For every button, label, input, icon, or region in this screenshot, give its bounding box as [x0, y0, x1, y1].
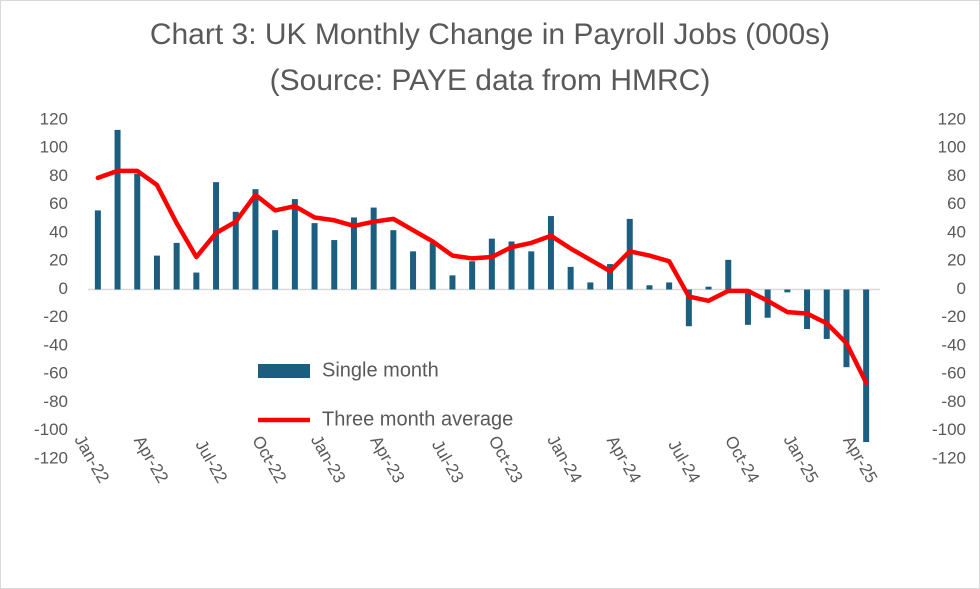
bar: [449, 275, 456, 290]
legend-label: Single month: [322, 359, 439, 381]
bar: [823, 289, 830, 339]
bar: [153, 255, 160, 290]
bar: [370, 207, 377, 290]
bar: [685, 289, 692, 327]
bar: [804, 289, 811, 330]
bar: [587, 282, 594, 290]
y2-tick-label: 0: [957, 279, 966, 298]
bar: [863, 289, 870, 443]
bar: [311, 223, 318, 290]
bar: [291, 199, 298, 290]
chart-subtitle: (Source: PAYE data from HMRC): [270, 64, 711, 97]
y-tick-label: -120: [34, 448, 68, 467]
bar: [528, 251, 535, 290]
bar: [725, 259, 732, 290]
bar: [252, 189, 259, 290]
y-tick-label: -60: [43, 364, 68, 383]
bar: [705, 286, 712, 290]
y-tick-label: -40: [43, 335, 68, 354]
y2-tick-label: -40: [941, 335, 966, 354]
bar: [114, 129, 121, 290]
y2-tick-label: -60: [941, 364, 966, 383]
y-tick-label: -20: [43, 307, 68, 326]
bar: [744, 289, 751, 325]
bar: [410, 251, 417, 290]
y2-tick-label: 40: [947, 222, 966, 241]
y-tick-label: -100: [34, 420, 68, 439]
y2-tick-label: -120: [932, 448, 966, 467]
bar: [764, 289, 771, 318]
legend-label: Three month average: [322, 408, 513, 430]
bar: [469, 261, 476, 290]
y-tick-label: 0: [59, 279, 68, 298]
y2-tick-label: -20: [941, 307, 966, 326]
y-tick-label: 40: [49, 222, 68, 241]
y2-tick-label: 100: [938, 138, 966, 157]
bar: [843, 289, 850, 368]
bar: [646, 285, 653, 290]
bar: [488, 238, 495, 290]
bar: [272, 230, 279, 290]
bar: [508, 241, 515, 290]
y-tick-label: 60: [49, 194, 68, 213]
bar: [567, 266, 574, 290]
y-tick-label: 80: [49, 166, 68, 185]
bar: [331, 240, 338, 290]
chart-title: Chart 3: UK Monthly Change in Payroll Jo…: [150, 18, 830, 51]
y2-tick-label: 60: [947, 194, 966, 213]
bar: [784, 289, 791, 293]
bar: [232, 211, 239, 290]
bar: [193, 272, 200, 290]
legend-swatch: [258, 364, 310, 378]
y-tick-label: 100: [40, 138, 68, 157]
y2-tick-label: -100: [932, 420, 966, 439]
bar: [666, 282, 673, 290]
bar: [547, 216, 554, 290]
bar: [350, 217, 357, 290]
line: [95, 168, 869, 385]
y2-tick-label: 120: [938, 109, 966, 128]
y2-tick-label: 80: [947, 166, 966, 185]
y-tick-label: -80: [43, 392, 68, 411]
bar: [94, 210, 101, 290]
y2-tick-label: 20: [947, 251, 966, 270]
bar: [173, 242, 180, 290]
y-tick-label: 120: [40, 109, 68, 128]
bar: [134, 173, 141, 290]
bar: [390, 230, 397, 290]
bar: [429, 242, 436, 290]
y-tick-label: 20: [49, 251, 68, 270]
y2-tick-label: -80: [941, 392, 966, 411]
bar: [607, 264, 614, 290]
